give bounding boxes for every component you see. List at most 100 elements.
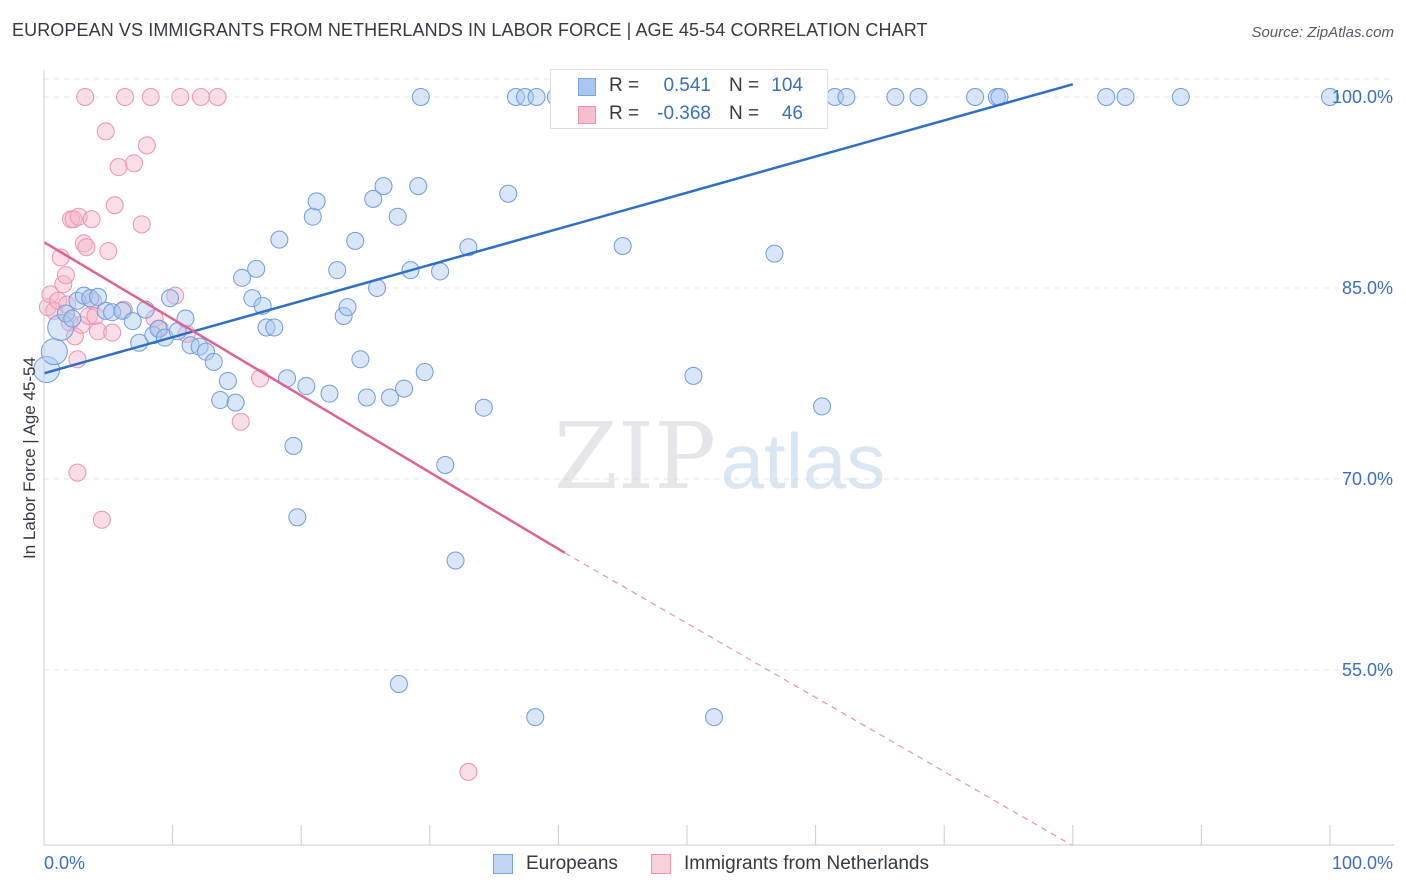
europeans-point [909, 88, 928, 106]
europeans-point [436, 455, 455, 474]
europeans-point [1171, 88, 1190, 106]
n-value: 46 [781, 103, 803, 124]
stats-legend: R = 0.541 N = 104 R = -0.368 N = 46 [550, 69, 828, 129]
europeans-point [247, 259, 266, 278]
netherlands-trend-extension [564, 552, 1074, 847]
europeans-point [1097, 88, 1116, 106]
europeans-trend-line [43, 83, 1074, 375]
europeans-point [499, 184, 518, 203]
netherlands-point [86, 307, 105, 326]
europeans-point [176, 309, 195, 328]
europeans-point [409, 177, 428, 196]
y-tick-label: 85.0% [1342, 278, 1393, 298]
netherlands-point [56, 266, 75, 285]
europeans-point [411, 88, 430, 106]
netherlands-point [137, 136, 156, 155]
netherlands-point [191, 88, 210, 106]
europeans-point [1321, 88, 1339, 106]
axes: 55.0% 70.0% 85.0% 100.0% 0.0% 100.0% [43, 70, 1394, 873]
netherlands-point [459, 762, 478, 781]
x-tick-label: 0.0% [44, 853, 85, 873]
europeans-point [357, 388, 376, 407]
watermark-atlas: atlas [721, 417, 886, 505]
europeans-point [837, 88, 856, 106]
europeans-point [705, 708, 724, 727]
europeans-point [63, 309, 82, 328]
europeans-point [270, 230, 289, 249]
europeans-point [364, 189, 383, 208]
europeans-legend-swatch [493, 854, 513, 874]
netherlands-point [77, 238, 96, 257]
europeans-point [197, 342, 216, 361]
netherlands-point [89, 322, 108, 341]
europeans-point [181, 336, 200, 355]
europeans-point [123, 312, 142, 331]
netherlands-point [64, 210, 83, 229]
netherlands-point [141, 88, 160, 106]
netherlands-point [96, 122, 115, 141]
europeans-point [684, 366, 703, 385]
europeans-point [395, 379, 414, 398]
europeans-point [303, 207, 322, 226]
legend-row-netherlands: R = -0.368 N = 46 [551, 100, 829, 128]
netherlands-point [92, 510, 111, 529]
europeans-legend-label: Europeans [526, 853, 618, 874]
netherlands-point [208, 88, 227, 106]
legend-row-europeans: R = 0.541 N = 104 [551, 72, 829, 100]
netherlands-point [171, 88, 190, 106]
europeans-point [226, 393, 245, 412]
netherlands-point [166, 286, 185, 305]
europeans-point [446, 551, 465, 570]
europeans-point [243, 289, 262, 308]
europeans-point [328, 261, 347, 280]
europeans-point [813, 397, 832, 416]
chart-title: EUROPEAN VS IMMIGRANTS FROM NETHERLANDS … [12, 20, 928, 40]
netherlands-legend-label: Immigrants from Netherlands [684, 853, 929, 874]
europeans-point [257, 318, 276, 337]
europeans-point [613, 236, 632, 255]
europeans-point [288, 508, 307, 527]
x-tick-label: 100.0% [1332, 853, 1393, 873]
source-label: Source: ZipAtlas.com [1251, 24, 1394, 41]
europeans-point [265, 318, 284, 337]
netherlands-point [109, 158, 128, 177]
europeans-point [886, 88, 905, 106]
europeans-point [320, 384, 339, 403]
netherlands-point [76, 88, 95, 106]
europeans-point [346, 231, 365, 250]
europeans-point [526, 708, 545, 727]
netherlands-point [231, 412, 250, 431]
europeans-point [1116, 88, 1135, 106]
grid-lines [44, 78, 1394, 671]
r-label: R = [609, 103, 640, 124]
europeans-point [506, 88, 525, 106]
europeans-point [415, 363, 434, 382]
n-label: N = [729, 103, 760, 124]
europeans-point [389, 675, 408, 694]
europeans-point [966, 88, 985, 106]
europeans-point [40, 338, 68, 366]
europeans-point [307, 192, 326, 211]
netherlands-point [125, 154, 144, 173]
europeans-point [765, 244, 784, 263]
netherlands-point [65, 327, 84, 346]
europeans-point [474, 398, 493, 417]
europeans-point [297, 377, 316, 396]
europeans-point [89, 287, 108, 306]
europeans-point [149, 319, 168, 338]
europeans-point [47, 313, 75, 341]
r-value: -0.368 [657, 103, 711, 124]
europeans-point [334, 307, 353, 326]
watermark-zip: ZIP [554, 403, 716, 510]
netherlands-points [38, 88, 478, 781]
y-axis-label: In Labor Force | Age 45-54 [20, 357, 39, 559]
europeans-point [380, 388, 399, 407]
netherlands-point [58, 295, 77, 314]
netherlands-legend-swatch [651, 854, 671, 874]
europeans-point [211, 391, 230, 410]
netherlands-point [105, 196, 124, 215]
y-tick-label: 100.0% [1332, 87, 1393, 107]
netherlands-point [132, 215, 151, 234]
netherlands-point [116, 88, 135, 106]
netherlands-swatch [578, 106, 596, 124]
